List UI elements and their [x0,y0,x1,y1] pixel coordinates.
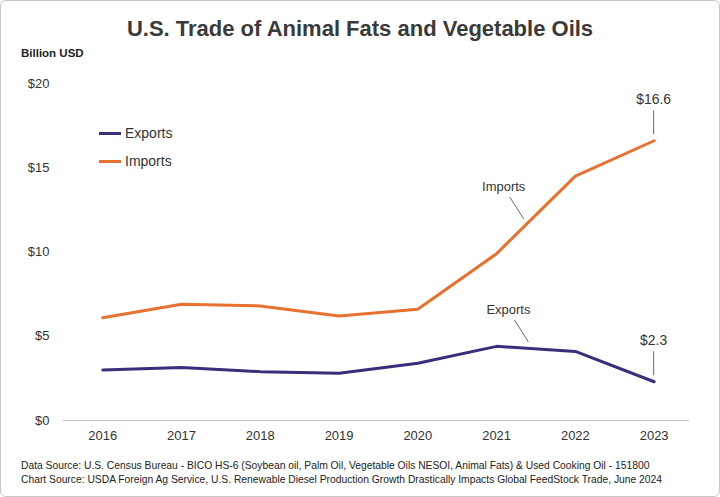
svg-text:2016: 2016 [88,428,117,443]
svg-text:$15: $15 [28,160,50,175]
svg-text:2023: 2023 [640,428,669,443]
svg-text:$0: $0 [35,413,49,428]
svg-text:$5: $5 [35,328,49,343]
svg-text:$20: $20 [28,76,50,91]
html-text:U.S. Trade of Animal Fats and: U.S. Trade of Animal Fats and Vegetable … [126,16,594,41]
svg-text:2022: 2022 [561,428,590,443]
svg-text:2018: 2018 [246,428,275,443]
svg-text:2017: 2017 [167,428,196,443]
html-text:Exports: Exports [125,125,173,141]
svg-text:$2.3: $2.3 [640,332,667,348]
svg-text:Exports: Exports [486,302,530,317]
html-text:Imports: Imports [125,153,172,169]
svg-text:2020: 2020 [403,428,432,443]
html-text:Billion USD: Billion USD [21,47,84,59]
svg-text:$16.6: $16.6 [636,91,671,107]
svg-text:Imports: Imports [482,179,526,194]
svg-text:$10: $10 [28,244,50,259]
svg-text:2019: 2019 [325,428,354,443]
html-text:Data Source: U.S. Census Burea: Data Source: U.S. Census Bureau - BICO H… [21,460,650,471]
svg-text:2021: 2021 [482,428,511,443]
html-text:Chart Source: USDA Foreign Ag: Chart Source: USDA Foreign Ag Service, U… [21,474,662,485]
